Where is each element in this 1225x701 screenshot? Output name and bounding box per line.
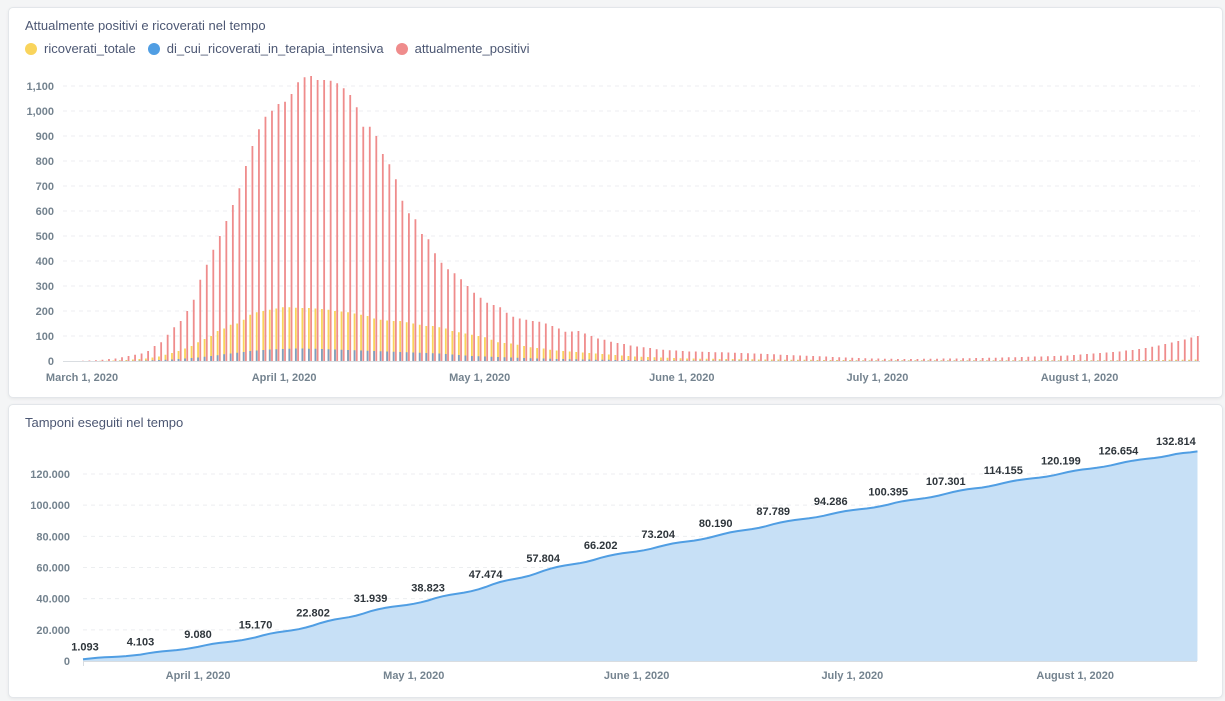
legend-label: attualmente_positivi [414,41,530,56]
tamponi-card: Tamponi eseguiti nel tempo [8,404,1223,698]
positivi-ricoverati-card: Attualmente positivi e ricoverati nel te… [8,7,1223,398]
legend-item-ricoverati-totale[interactable]: ricoverati_totale [25,41,136,56]
legend-dot-icon [25,42,37,55]
legend-dot-icon [147,42,160,55]
legend-label: di_cui_ricoverati_in_terapia_intensiva [166,41,384,56]
legend: ricoverati_totale di_cui_ricoverati_in_t… [25,41,530,56]
legend-item-attualmente-positivi[interactable]: attualmente_positivi [395,41,530,56]
chart-title[interactable]: Tamponi eseguiti nel tempo [25,415,184,430]
legend-label: ricoverati_totale [44,41,136,56]
legend-item-terapia-intensiva[interactable]: di_cui_ricoverati_in_terapia_intensiva [147,41,384,56]
legend-dot-icon [395,42,408,55]
chart-title[interactable]: Attualmente positivi e ricoverati nel te… [25,18,266,33]
